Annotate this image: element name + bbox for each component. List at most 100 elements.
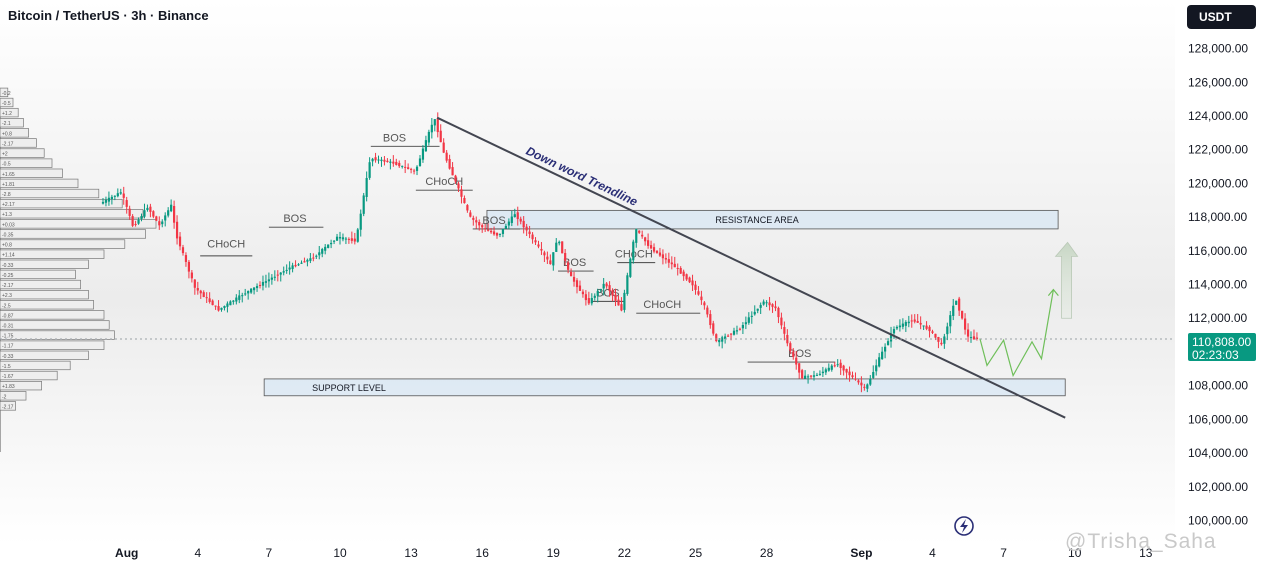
candle-body [732, 330, 736, 335]
candle-body [744, 322, 747, 325]
candle-body [851, 375, 854, 378]
volume-profile-bar [0, 340, 105, 350]
candle-body [427, 131, 430, 143]
volume-profile-label: -2.17 [2, 141, 14, 147]
candle-body [288, 267, 291, 270]
price-tick-label: 100,000.00 [1188, 514, 1248, 528]
candle-body [756, 308, 759, 311]
candle-body [632, 241, 635, 261]
candle-body [285, 269, 288, 271]
candle-body [273, 276, 276, 278]
candle-body [469, 212, 472, 217]
date-tick-label: 28 [760, 546, 774, 560]
candle-body [324, 246, 327, 251]
price-tick-label: 106,000.00 [1188, 412, 1248, 426]
candle-body [454, 175, 457, 182]
candle-body [673, 263, 676, 268]
volume-profile-bar [0, 158, 53, 168]
candle-body [481, 225, 484, 228]
candle-body [931, 331, 934, 333]
candle-body [806, 376, 810, 378]
date-tick-label: 7 [1000, 546, 1007, 560]
price-axis-bg [1175, 0, 1261, 545]
candle-body [724, 336, 727, 339]
candle-body [706, 307, 709, 315]
candle-body [208, 298, 211, 302]
candles [101, 112, 979, 393]
symbol-title[interactable]: Bitcoin / TetherUS · 3h · Binance [8, 8, 209, 23]
candle-body [886, 341, 890, 346]
candle-body [291, 265, 294, 270]
candle-body [792, 351, 795, 357]
candle-body [264, 281, 268, 283]
candle-body [963, 318, 967, 330]
candle-body [833, 365, 836, 367]
candle-body [735, 330, 739, 332]
volume-profile-bar [0, 269, 76, 280]
candle-body [747, 317, 750, 323]
candle-body [934, 333, 937, 338]
candle-body [247, 290, 250, 294]
candle-body [590, 297, 593, 304]
candle-body [783, 327, 786, 334]
candle-body [661, 254, 665, 259]
candle-body [430, 124, 433, 133]
candle-body [321, 249, 324, 254]
candle-body [190, 272, 193, 279]
candle-body [338, 237, 342, 239]
date-tick-label: 19 [547, 546, 561, 560]
replay-icon[interactable] [954, 516, 974, 536]
candle-body [670, 262, 673, 265]
candle-body [561, 241, 564, 254]
time-axis[interactable]: Aug 4 7 10 13 16 19 22 25 28 Sep 4 7 10 13 [115, 546, 1153, 560]
price-tick-label: 102,000.00 [1188, 480, 1248, 494]
volume-profile-label: +2.17 [2, 202, 15, 208]
candle-body [252, 287, 256, 291]
candle-body [892, 329, 896, 334]
candle-body [765, 302, 768, 304]
candle-body [587, 298, 590, 304]
candle-body [131, 216, 134, 226]
volume-profile-label: -0.25 [2, 273, 14, 279]
candle-body [261, 281, 265, 286]
candle-body [226, 303, 229, 307]
candle-body [620, 304, 623, 311]
candle-body [315, 255, 318, 257]
candle-body [220, 307, 223, 310]
volume-profile-bar [0, 219, 157, 229]
structure-label: BOS [383, 132, 406, 144]
candle-body [605, 283, 608, 287]
candle-body [498, 233, 502, 235]
candle-body [946, 326, 949, 335]
price-axis[interactable]: 100,000.00 102,000.00 104,000.00 106,000.00… [1175, 0, 1261, 545]
candle-body [229, 301, 232, 306]
price-tick-label: 114,000.00 [1188, 278, 1247, 292]
structure-label: BOS [563, 257, 586, 269]
volume-profile-bar [0, 188, 100, 199]
candle-body [306, 259, 309, 262]
candle-body [404, 166, 407, 168]
candle-body [475, 220, 478, 223]
candle-body [238, 295, 241, 300]
candle-body [175, 221, 179, 239]
volume-profile-label: -0.33 [2, 263, 14, 269]
volume-profile-label: -2.8 [2, 192, 11, 198]
candle-body [830, 365, 833, 370]
candle-body [884, 346, 887, 352]
candle-body [495, 232, 499, 236]
candle-body [341, 237, 345, 240]
candle-body [738, 328, 742, 330]
candle-body [241, 295, 244, 297]
currency-button[interactable]: USDT [1187, 5, 1256, 29]
plot-background [0, 0, 1175, 545]
candle-body [395, 161, 398, 165]
candle-body [564, 252, 567, 261]
candle-body [753, 311, 756, 315]
trendline-line[interactable] [436, 116, 1066, 419]
candle-body [759, 304, 762, 308]
candle-body [267, 279, 270, 282]
candle-body [350, 238, 353, 241]
volume-profile-label: -0.5 [2, 162, 11, 168]
